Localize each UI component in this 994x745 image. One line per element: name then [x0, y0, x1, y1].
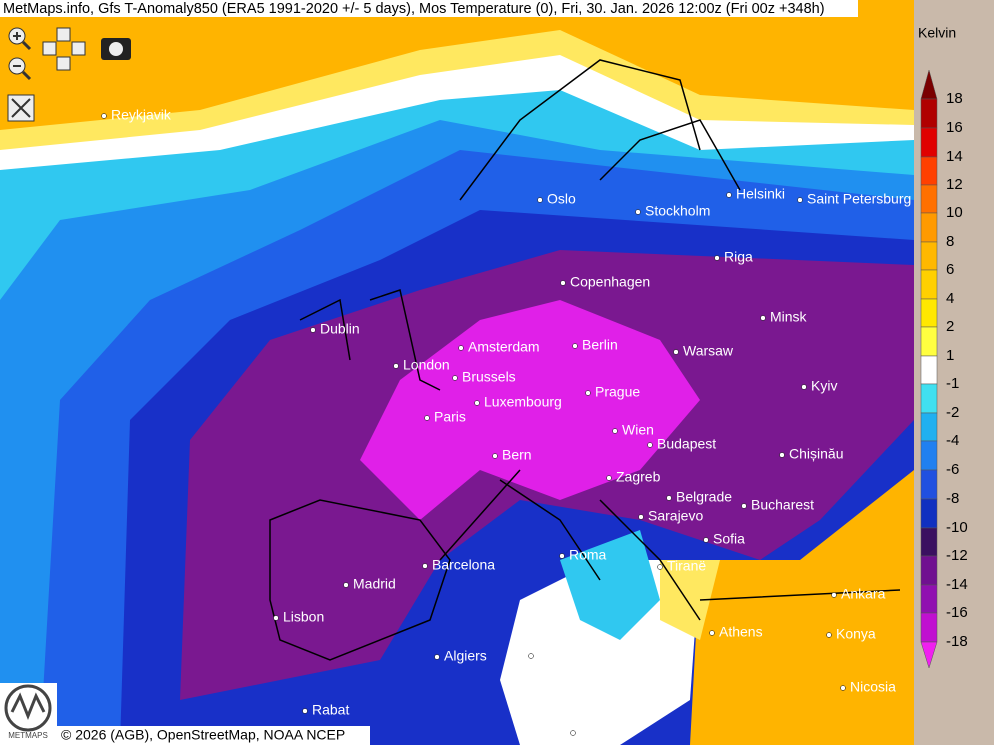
city-label: Warsaw [683, 343, 734, 359]
city-label: Wien [622, 422, 654, 438]
footer-bg [57, 726, 370, 745]
city-label: Algiers [444, 648, 487, 664]
legend-tick: -1 [946, 375, 959, 392]
legend-tick: -14 [946, 576, 968, 593]
legend-tick: -2 [946, 404, 959, 421]
legend-tick: 6 [946, 261, 954, 278]
legend-tick: 8 [946, 233, 954, 250]
legend-tick: -18 [946, 633, 968, 650]
legend-tick: 12 [946, 176, 963, 193]
city-label: Reykjavik [111, 107, 172, 123]
legend-tick: -16 [946, 604, 968, 621]
city-label: Saint Petersburg [807, 191, 911, 207]
city-label: Ankara [841, 586, 886, 602]
city-label: Barcelona [432, 557, 495, 573]
logo-text: METMAPS [8, 731, 48, 740]
city-label: Minsk [770, 309, 808, 325]
legend-tick: 16 [946, 119, 963, 136]
legend: Kelvin 18 16 14 12 10 [914, 0, 994, 745]
city-label: Sofia [713, 531, 745, 547]
city-label: Copenhagen [570, 274, 650, 290]
city-label: Sarajevo [648, 508, 703, 524]
city-label: Bucharest [751, 497, 814, 513]
city-label: Dublin [320, 321, 360, 337]
pan[interactable] [42, 27, 86, 71]
map-field [0, 0, 914, 745]
city-label: Konya [836, 626, 876, 642]
city-label: Oslo [547, 191, 576, 207]
city-label: Amsterdam [468, 339, 540, 355]
city-label: Tunis [538, 647, 572, 663]
city-label: Tiranë [667, 558, 706, 574]
legend-tick: 18 [946, 90, 963, 107]
legend-tick: 2 [946, 318, 954, 335]
city-label: Paris [434, 409, 466, 425]
city-label: Zagreb [616, 469, 661, 485]
legend-tick: 10 [946, 204, 963, 221]
screenshot[interactable] [101, 38, 131, 60]
city-label: Nicosia [850, 679, 896, 695]
header-title: MetMaps.info, Gfs T-Anomaly850 (ERA5 199… [3, 1, 825, 17]
header-bg [0, 0, 858, 17]
city-label: Brussels [462, 369, 516, 385]
logo: METMAPS [0, 683, 57, 745]
city-label: Chișinău [789, 446, 843, 462]
city-label: Rabat [312, 702, 349, 718]
legend-tick: 14 [946, 148, 963, 165]
legend-tick: -8 [946, 490, 959, 507]
city-label: Belgrade [676, 489, 732, 505]
zoom-out[interactable] [8, 57, 32, 81]
legend-tick: -4 [946, 432, 959, 449]
city-label: Athens [719, 624, 763, 640]
city-label: Lisbon [283, 609, 324, 625]
legend-tick: -6 [946, 461, 959, 478]
city-label: Helsinki [736, 186, 785, 202]
city-label: Tripoli [580, 724, 618, 740]
map-controls [7, 27, 131, 122]
copyright: © 2026 (AGB), OpenStreetMap, NOAA NCEP [61, 727, 345, 743]
legend-tick: -10 [946, 519, 968, 536]
city-label: Stockholm [645, 203, 710, 219]
city-label: Berlin [582, 337, 618, 353]
fullscreen[interactable] [7, 94, 35, 122]
legend-tick: 4 [946, 290, 954, 307]
city-label: Budapest [657, 436, 716, 452]
city-label: Bern [502, 447, 532, 463]
city-label: Prague [595, 384, 640, 400]
legend-tick: 1 [946, 347, 954, 364]
city-label: Kyiv [811, 378, 837, 394]
zoom-in[interactable] [8, 27, 32, 51]
city-label: Madrid [353, 576, 396, 592]
city-label: Riga [724, 249, 753, 265]
legend-tick: -12 [946, 547, 968, 564]
city-label: London [403, 357, 450, 373]
city-label: Roma [569, 547, 607, 563]
legend-unit: Kelvin [918, 25, 956, 41]
city-label: Luxembourg [484, 394, 562, 410]
city-labels: Reykjavik Oslo Stockholm Helsinki Saint … [101, 107, 911, 740]
